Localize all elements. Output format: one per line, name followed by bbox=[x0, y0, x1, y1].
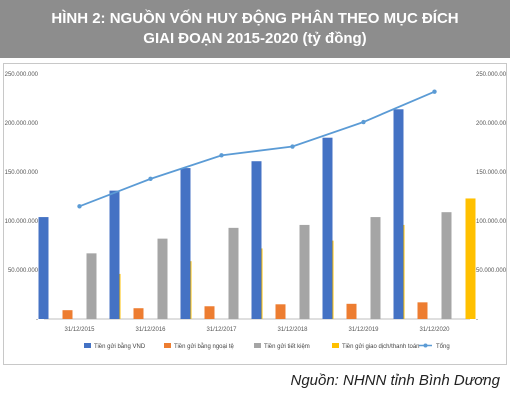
bar-tien-gui-bang-vnd bbox=[180, 168, 191, 319]
point-tong bbox=[432, 89, 437, 94]
bar-tien-gui-tiet-kiem bbox=[228, 227, 239, 319]
legend-label-tien-gui-tiet-kiem: Tiền gửi tiết kiệm bbox=[264, 343, 310, 350]
x-tick-label: 31/12/2015 bbox=[64, 327, 95, 333]
y-tick-label-right: - bbox=[476, 317, 478, 323]
bar-tien-gui-bang-ngoai-te bbox=[417, 302, 428, 319]
legend-swatch-tien-gui-tiet-kiem bbox=[254, 343, 261, 348]
line-tong bbox=[79, 90, 435, 208]
bar-tien-gui-bang-vnd bbox=[393, 109, 404, 319]
x-tick-label: 31/12/2020 bbox=[419, 327, 450, 333]
point-tong bbox=[219, 153, 224, 158]
legend-swatch-tien-gui-bang-ngoai-te bbox=[164, 343, 171, 348]
chart-svg: - - 50.000.000 50.000.000 100.000.000 100.000… bbox=[5, 72, 506, 350]
figure-title-line-2: GIAI ĐOẠN 2015-2020 (tỷ đồng) bbox=[143, 30, 367, 47]
y-tick-label-right: 150.000.000 bbox=[476, 170, 506, 176]
legend-label-tien-gui-giao-dich-thanh-toan: Tiền gửi giao dịch/thanh toán bbox=[342, 343, 420, 350]
y-tick-label-right: 250.000.000 bbox=[476, 72, 506, 78]
figure-title-banner: HÌNH 2: NGUỒN VỐN HUY ĐỘNG PHÂN THEO MỤC… bbox=[0, 0, 510, 58]
source-note: Nguồn: NHNN tỉnh Bình Dương bbox=[290, 372, 500, 389]
legend-swatch-tien-gui-giao-dich-thanh-toan bbox=[332, 343, 339, 348]
y-tick-label-left: - bbox=[36, 317, 38, 323]
y-tick-label-right: 100.000.000 bbox=[476, 219, 506, 225]
y-tick-label-left: 100.000.000 bbox=[5, 219, 39, 225]
bar-tien-gui-bang-vnd bbox=[38, 217, 49, 319]
bar-tien-gui-giao-dich-thanh-toan bbox=[465, 198, 476, 319]
legend-label-tien-gui-bang-ngoai-te: Tiền gửi bằng ngoại tệ bbox=[174, 343, 234, 350]
bar-tien-gui-tiet-kiem bbox=[441, 212, 452, 319]
legend-label-tien-gui-bang-vnd: Tiền gửi bằng VND bbox=[94, 343, 146, 350]
point-tong bbox=[148, 176, 153, 182]
y-tick-label-left: 50.000.000 bbox=[8, 268, 39, 274]
x-tick-label: 31/12/2018 bbox=[277, 327, 308, 333]
x-tick-label: 31/12/2017 bbox=[206, 327, 237, 333]
point-tong bbox=[290, 144, 295, 149]
y-tick-label-right: 50.000.000 bbox=[476, 268, 506, 274]
bar-tien-gui-bang-vnd bbox=[251, 161, 262, 319]
y-tick-label-left: 150.000.000 bbox=[5, 170, 39, 176]
bar-tien-gui-tiet-kiem bbox=[157, 238, 168, 319]
point-tong bbox=[361, 119, 366, 125]
legend-swatch-tien-gui-bang-vnd bbox=[84, 343, 91, 348]
chart-area: - - 50.000.000 50.000.000 100.000.000 100.000… bbox=[3, 63, 507, 365]
bar-tien-gui-tiet-kiem bbox=[86, 253, 97, 319]
bar-tien-gui-bang-ngoai-te bbox=[275, 304, 286, 319]
y-tick-label-right: 200.000.000 bbox=[476, 121, 506, 127]
y-tick-label-left: 200.000.000 bbox=[5, 121, 39, 127]
legend-marker-tong bbox=[423, 343, 428, 348]
y-tick-label-left: 250.000.000 bbox=[5, 72, 39, 78]
legend-label-tong: Tổng bbox=[436, 343, 450, 350]
bar-tien-gui-bang-ngoai-te bbox=[133, 308, 144, 319]
bar-tien-gui-bang-vnd bbox=[109, 190, 120, 319]
bar-tien-gui-tiet-kiem bbox=[299, 224, 310, 319]
x-tick-label: 31/12/2019 bbox=[348, 327, 379, 333]
figure-title-line-1: HÌNH 2: NGUỒN VỐN HUY ĐỘNG PHÂN THEO MỤC… bbox=[51, 10, 459, 27]
x-tick-label: 31/12/2016 bbox=[135, 327, 166, 333]
bar-tien-gui-bang-ngoai-te bbox=[62, 310, 73, 319]
bar-tien-gui-bang-vnd bbox=[322, 137, 333, 319]
bar-tien-gui-tiet-kiem bbox=[370, 217, 381, 319]
point-tong bbox=[77, 204, 82, 209]
bar-tien-gui-bang-ngoai-te bbox=[346, 303, 357, 319]
bar-tien-gui-bang-ngoai-te bbox=[204, 306, 215, 319]
